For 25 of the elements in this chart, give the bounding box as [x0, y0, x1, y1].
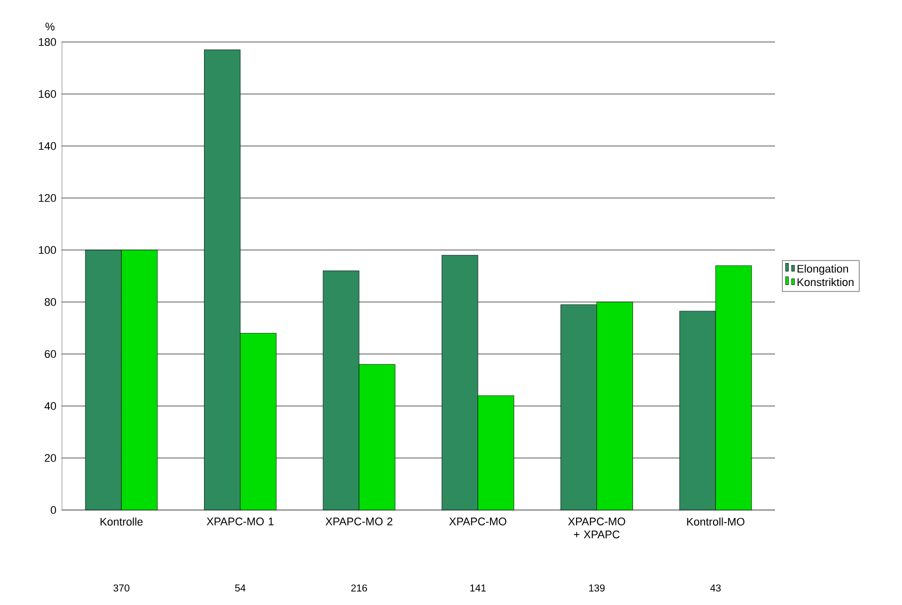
x-tick-label: XPAPC-MO 1: [206, 518, 274, 526]
legend-label: Konstriktion: [798, 278, 854, 286]
text: 139: [589, 584, 605, 592]
y-tick-label: 80: [44, 298, 56, 306]
legend-label: Elongation: [798, 264, 848, 275]
y-tick-label: 100: [38, 246, 56, 254]
text: 54: [235, 584, 246, 592]
y-tick-label: 20: [44, 454, 56, 462]
y-tick-label: 60: [44, 350, 56, 358]
y-tick-label: 0: [50, 506, 56, 514]
y-tick-label: 140: [38, 142, 56, 150]
y-tick-label: 180: [38, 38, 56, 46]
x-tick-label: XPAPC-MO 2: [326, 518, 392, 526]
y-tick-label: 120: [38, 194, 56, 202]
x-tick-label: XPAPC-MO: [449, 518, 506, 526]
x-tick-label: Kontrolle: [100, 518, 143, 526]
text: 216: [351, 584, 367, 592]
text: 141: [470, 584, 486, 592]
y-tick-label: 40: [44, 402, 56, 410]
text: 43: [710, 584, 721, 592]
text: 370: [113, 584, 130, 592]
y-axis-title: %: [46, 22, 54, 30]
x-tick-label: XPAPC-MO + XPAPC: [568, 518, 626, 538]
y-tick-label: 160: [38, 90, 56, 98]
x-tick-label: Kontroll-MO: [687, 518, 744, 526]
